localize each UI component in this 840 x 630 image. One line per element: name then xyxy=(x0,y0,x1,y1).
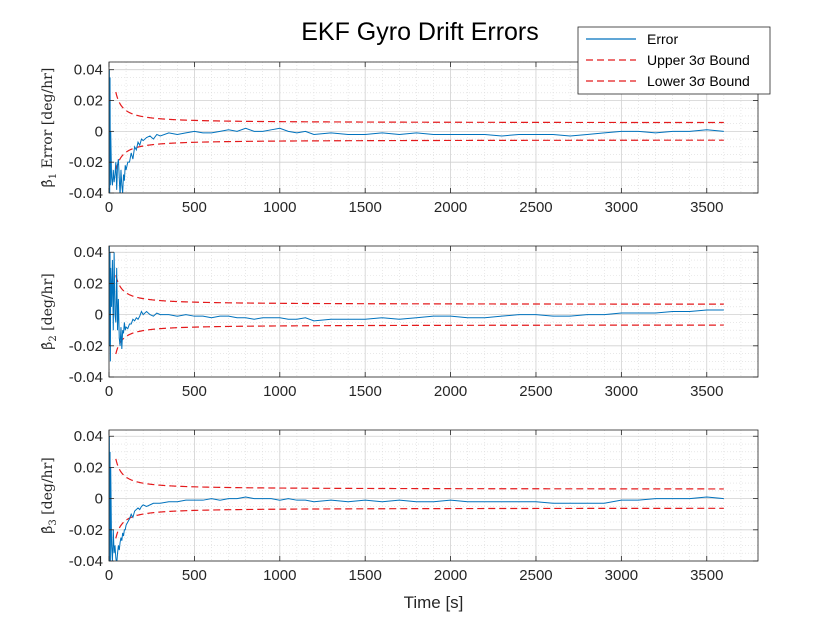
error-line xyxy=(109,436,724,561)
y-tick-label: 0.02 xyxy=(74,275,103,292)
x-tick-label: 1500 xyxy=(348,383,381,400)
x-tick-label: 2000 xyxy=(434,383,467,400)
figure-title: EKF Gyro Drift Errors xyxy=(301,18,539,46)
legend: Error Upper 3σ Bound Lower 3σ Bound xyxy=(577,26,771,95)
y-tick-label: 0.04 xyxy=(74,62,103,79)
y-label-symbol: β̂ xyxy=(40,526,56,534)
axes-box xyxy=(108,245,759,378)
x-tick-label: 3500 xyxy=(690,567,723,584)
y-label-subscript: 1 xyxy=(48,173,59,179)
error-series xyxy=(109,436,724,561)
x-axis-label: Time [s] xyxy=(404,593,464,612)
x-tick-label: 2000 xyxy=(434,567,467,584)
x-tick-label: 3000 xyxy=(605,567,638,584)
bounds xyxy=(115,91,724,171)
bounds xyxy=(115,458,724,539)
lower-bound-line xyxy=(115,507,724,539)
y-tick-label: 0 xyxy=(95,123,103,140)
y-axis-label: β̂3 [deg/hr] xyxy=(40,457,59,533)
legend-label: Lower 3σ Bound xyxy=(647,73,750,89)
subplot-3: 0 500 1000 1500 2000 2500 3000 3500 -0.04 -0.02 0 0… xyxy=(40,428,759,612)
y-label-subscript: 3 xyxy=(48,519,59,525)
x-tick-label: 3500 xyxy=(690,383,723,400)
x-tick-label: 1500 xyxy=(348,567,381,584)
x-tick-label: 1000 xyxy=(263,383,296,400)
x-tick-label: 500 xyxy=(182,567,207,584)
x-tick-label: 2000 xyxy=(434,199,467,216)
y-tick-label: 0.02 xyxy=(74,93,103,110)
x-tick-label: 500 xyxy=(182,199,207,216)
x-tick-label: 500 xyxy=(182,383,207,400)
subplot-2: 0 500 1000 1500 2000 2500 3000 3500 -0.04 -0.02 0 0… xyxy=(40,244,759,400)
x-tick-label: 1000 xyxy=(263,567,296,584)
y-tick-label: -0.04 xyxy=(69,369,103,386)
upper-bound-line xyxy=(115,91,724,124)
y-label-symbol: β̂ xyxy=(40,342,56,350)
x-tick-label: 3000 xyxy=(605,199,638,216)
lower-bound-line xyxy=(115,324,724,355)
y-label-text: [deg/hr] xyxy=(40,457,56,519)
y-tick-label: 0 xyxy=(95,307,103,324)
axes-box xyxy=(108,429,759,562)
y-tick-label: 0 xyxy=(95,491,103,508)
subplots: 0 500 1000 1500 2000 2500 3000 3500-0.04-0.0200… xyxy=(40,61,759,612)
y-tick-label: 0.02 xyxy=(74,459,103,476)
x-tick-label: 3000 xyxy=(605,383,638,400)
y-tick-label: -0.02 xyxy=(69,154,103,171)
x-tick-label: 0 xyxy=(105,383,113,400)
y-label-subscript: 2 xyxy=(48,335,59,341)
y-tick-label: -0.02 xyxy=(69,338,103,355)
legend-label: Error xyxy=(647,31,678,47)
y-axis-label: β̂1 Error [deg/hr] xyxy=(40,68,59,188)
y-label-symbol: β̂ xyxy=(40,179,56,187)
axes-box xyxy=(108,61,759,194)
x-tick-label: 3500 xyxy=(690,199,723,216)
lower-bound-line xyxy=(115,139,724,171)
y-label-text: [deg/hr] xyxy=(40,273,56,335)
error-line xyxy=(109,69,724,193)
x-tick-label: 2500 xyxy=(519,383,552,400)
x-tick-label: 0 xyxy=(105,567,113,584)
y-tick-label: -0.02 xyxy=(69,522,103,539)
error-series xyxy=(109,69,724,193)
upper-bound-line xyxy=(115,458,724,490)
x-tick-label: 1000 xyxy=(263,199,296,216)
y-tick-label: 0.04 xyxy=(74,244,103,261)
upper-bound-line xyxy=(115,275,724,305)
y-tick-label: 0.04 xyxy=(74,428,103,445)
y-label-text: Error [deg/hr] xyxy=(40,68,56,173)
y-axis-label: β̂2 [deg/hr] xyxy=(40,273,59,349)
legend-label: Upper 3σ Bound xyxy=(647,52,750,68)
x-tick-label: 0 xyxy=(105,199,113,216)
error-series xyxy=(109,246,724,362)
error-line xyxy=(109,246,724,362)
x-tick-label: 1500 xyxy=(348,199,381,216)
y-tick-label: -0.04 xyxy=(69,553,103,570)
x-tick-label: 2500 xyxy=(519,567,552,584)
y-tick-label: -0.04 xyxy=(69,185,103,202)
x-tick-label: 2500 xyxy=(519,199,552,216)
bounds xyxy=(115,275,724,355)
